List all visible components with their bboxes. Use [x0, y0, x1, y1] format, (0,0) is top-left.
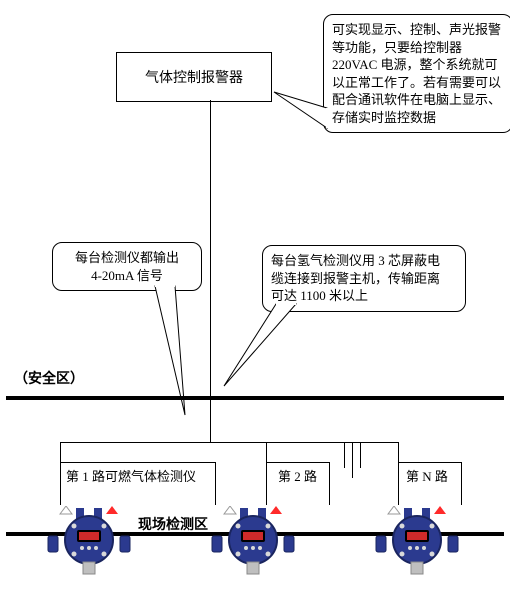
detector-label-n: 第 N 路 — [406, 466, 448, 485]
detector-label-2: 第 2 路 — [278, 466, 317, 485]
drop-mid-a — [344, 442, 345, 468]
detector-label-n-text: 第 N 路 — [406, 469, 448, 484]
sensor-3 — [374, 506, 460, 580]
dist-horiz — [60, 442, 398, 443]
trunk-below — [210, 400, 211, 442]
trunk-vertical — [210, 100, 211, 396]
thick-line — [6, 396, 504, 400]
zone-label: （安全区） — [14, 368, 84, 388]
drop-mid-b — [352, 442, 353, 478]
field-label: 现场检测区 — [138, 514, 208, 534]
field-label-text: 现场检测区 — [138, 518, 208, 533]
zone-label-text: （安全区） — [14, 372, 84, 387]
sensor-2 — [210, 506, 296, 580]
sensor-1 — [46, 506, 132, 580]
drop-mid-c — [360, 442, 361, 468]
detector-label-1-text: 第 1 路可燃气体检测仪 — [66, 469, 196, 484]
detector-label-2-text: 第 2 路 — [278, 469, 317, 484]
detector-label-1: 第 1 路可燃气体检测仪 — [66, 466, 196, 485]
